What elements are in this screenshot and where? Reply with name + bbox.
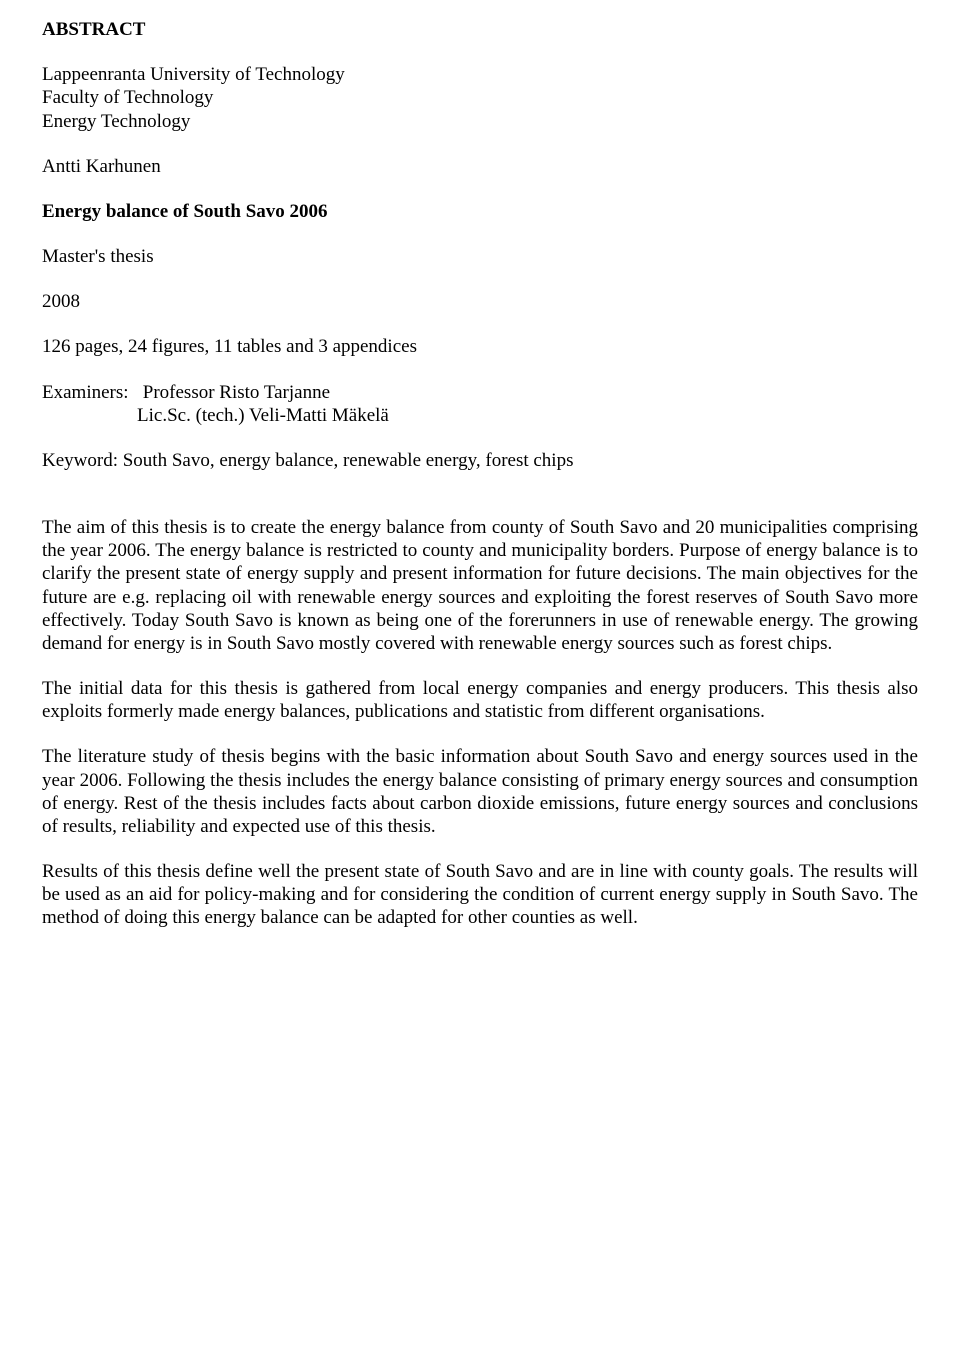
examiner-1: Professor Risto Tarjanne bbox=[143, 381, 330, 404]
extent-line: 126 pages, 24 figures, 11 tables and 3 a… bbox=[42, 335, 918, 358]
abstract-paragraph-1: The aim of this thesis is to create the … bbox=[42, 516, 918, 655]
department-line: Energy Technology bbox=[42, 110, 918, 133]
abstract-paragraph-2: The initial data for this thesis is gath… bbox=[42, 677, 918, 723]
affiliation-block: Lappeenranta University of Technology Fa… bbox=[42, 63, 918, 133]
abstract-paragraph-4: Results of this thesis define well the p… bbox=[42, 860, 918, 930]
faculty-line: Faculty of Technology bbox=[42, 86, 918, 109]
author-line: Antti Karhunen bbox=[42, 155, 918, 178]
abstract-heading: ABSTRACT bbox=[42, 18, 918, 41]
keywords-line: Keyword: South Savo, energy balance, ren… bbox=[42, 449, 918, 472]
year-line: 2008 bbox=[42, 290, 918, 313]
examiners-block: Examiners: Professor Risto Tarjanne Lic.… bbox=[42, 381, 918, 427]
examiners-label: Examiners: bbox=[42, 381, 143, 404]
examiners-indent bbox=[42, 404, 137, 427]
thesis-type: Master's thesis bbox=[42, 245, 918, 268]
abstract-paragraph-3: The literature study of thesis begins wi… bbox=[42, 745, 918, 838]
thesis-title: Energy balance of South Savo 2006 bbox=[42, 200, 918, 223]
examiner-2: Lic.Sc. (tech.) Veli-Matti Mäkelä bbox=[137, 404, 389, 427]
university-line: Lappeenranta University of Technology bbox=[42, 63, 918, 86]
